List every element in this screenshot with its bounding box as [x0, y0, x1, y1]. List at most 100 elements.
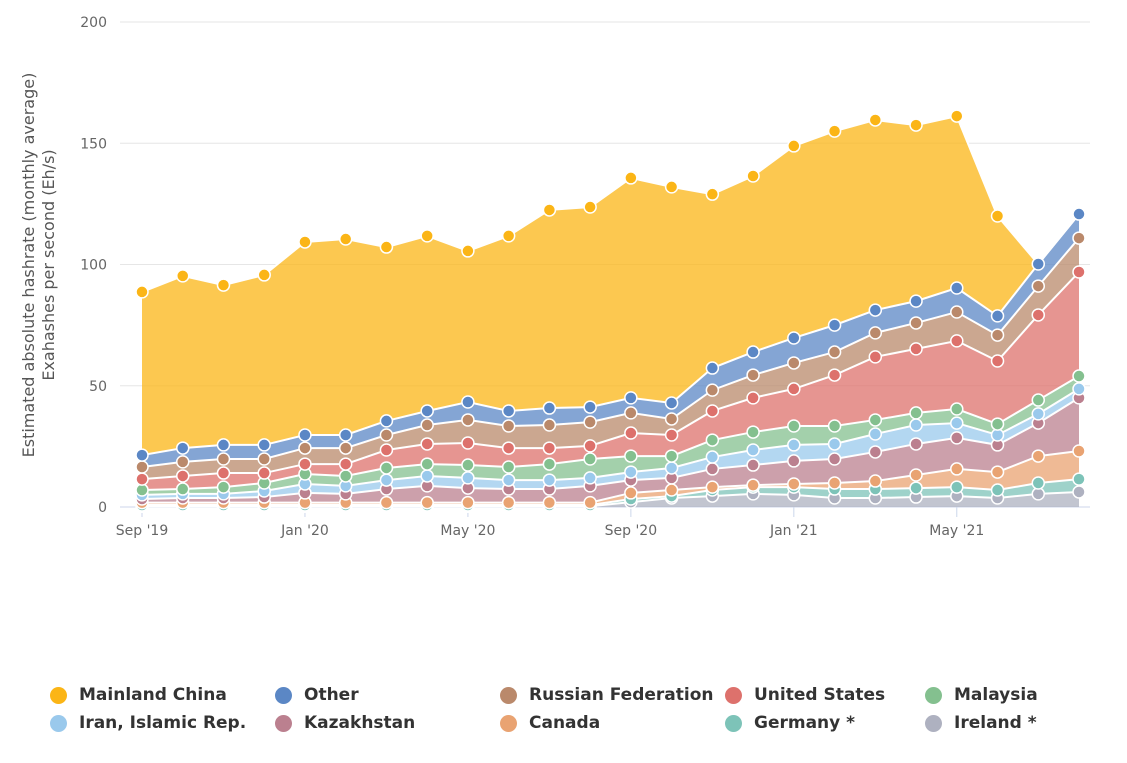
data-point: [624, 465, 638, 479]
series-line: [141, 375, 1080, 492]
data-point: [950, 109, 964, 123]
data-point: [1031, 449, 1046, 463]
x-tick-label: May '21: [929, 523, 984, 539]
data-point: [420, 495, 434, 510]
legend-item[interactable]: Malaysia: [925, 684, 1110, 706]
data-point: [950, 281, 964, 295]
data-point: [664, 180, 679, 194]
data-point: [542, 473, 557, 487]
data-point: [1072, 207, 1086, 221]
data-point: [1072, 485, 1086, 499]
data-point: [379, 414, 394, 428]
legend-marker-icon: [500, 686, 517, 704]
data-point: [705, 383, 720, 397]
data-point: [787, 419, 801, 433]
data-point: [461, 495, 475, 510]
data-point: [583, 495, 597, 510]
legend: Mainland China Other Russian Federation Uni…: [50, 684, 1110, 734]
data-point: [501, 404, 516, 418]
data-point: [1072, 231, 1086, 245]
legend-item[interactable]: Mainland China: [50, 684, 275, 706]
data-point: [868, 350, 883, 364]
data-point: [705, 450, 720, 464]
area-other: [142, 214, 1079, 467]
x-tick-label: May '20: [440, 523, 495, 539]
data-point: [705, 433, 720, 447]
legend-item[interactable]: Germany *: [725, 712, 925, 734]
data-point: [1031, 279, 1046, 293]
data-point: [950, 402, 964, 416]
legend-item[interactable]: Iran, Islamic Rep.: [50, 712, 275, 734]
x-tick-label: Sep '20: [605, 523, 658, 539]
x-tick-label: Jan '20: [280, 523, 329, 539]
data-point: [990, 354, 1005, 368]
data-point: [950, 416, 964, 430]
data-point: [257, 268, 271, 282]
legend-item[interactable]: Canada: [500, 712, 725, 734]
legend-marker-icon: [275, 714, 292, 732]
data-point: [216, 452, 231, 466]
areas: [135, 109, 1086, 514]
data-point: [175, 469, 190, 483]
data-point: [787, 438, 801, 452]
data-point: [216, 466, 231, 480]
series-line: [141, 237, 1080, 468]
data-point: [501, 495, 516, 510]
data-point: [827, 476, 842, 490]
data-point: [705, 361, 720, 375]
data-point: [1072, 369, 1086, 383]
data-point: [909, 468, 923, 482]
data-point: [542, 203, 557, 217]
legend-item[interactable]: Russian Federation: [500, 684, 725, 706]
data-point: [909, 406, 923, 420]
data-point: [827, 437, 842, 451]
legend-marker-icon: [50, 714, 67, 732]
stacked-area-chart: 0 50 100 150 200 Estimated absolute hashrate …: [19, 15, 1090, 539]
legend-label: Mainland China: [79, 685, 227, 705]
x-tick-label: Sep '19: [116, 523, 169, 539]
data-point: [379, 495, 394, 510]
data-point: [583, 200, 597, 214]
legend-label: Kazakhstan: [304, 713, 416, 733]
data-point: [542, 441, 557, 455]
data-point: [420, 457, 434, 471]
legend-marker-icon: [725, 714, 742, 732]
data-point: [624, 449, 638, 463]
data-point: [461, 395, 475, 409]
area-russian-federation: [142, 238, 1079, 480]
data-point: [338, 428, 353, 442]
data-point: [624, 406, 638, 420]
data-point: [420, 404, 434, 418]
data-point: [664, 428, 679, 442]
series-line: [141, 271, 1080, 481]
legend-item[interactable]: Ireland *: [925, 712, 1110, 734]
data-point: [338, 441, 353, 455]
legend-label: Ireland *: [954, 713, 1037, 733]
data-point: [705, 187, 720, 201]
legend-item[interactable]: United States: [725, 684, 925, 706]
data-point: [501, 460, 516, 474]
data-point: [379, 240, 394, 254]
series-line: [141, 388, 1080, 496]
data-point: [990, 309, 1005, 323]
data-point: [461, 458, 475, 472]
area-malaysia: [142, 376, 1079, 495]
legend-label: Germany *: [754, 713, 856, 733]
data-point: [868, 445, 883, 459]
data-point: [420, 469, 434, 483]
data-point: [135, 460, 149, 474]
legend-item[interactable]: Other: [275, 684, 500, 706]
data-point: [461, 413, 475, 427]
series-line: [142, 449, 1080, 504]
data-point: [501, 229, 516, 243]
y-axis-label-line: Estimated absolute hashrate (monthly ave…: [19, 73, 38, 458]
data-point: [624, 171, 638, 185]
data-point: [705, 404, 720, 418]
data-point: [827, 419, 842, 433]
series-line: [141, 114, 1080, 293]
legend-marker-icon: [925, 686, 942, 704]
legend-item[interactable]: Kazakhstan: [275, 712, 500, 734]
data-point: [787, 382, 801, 396]
data-point: [1072, 265, 1086, 279]
data-point: [909, 294, 923, 308]
